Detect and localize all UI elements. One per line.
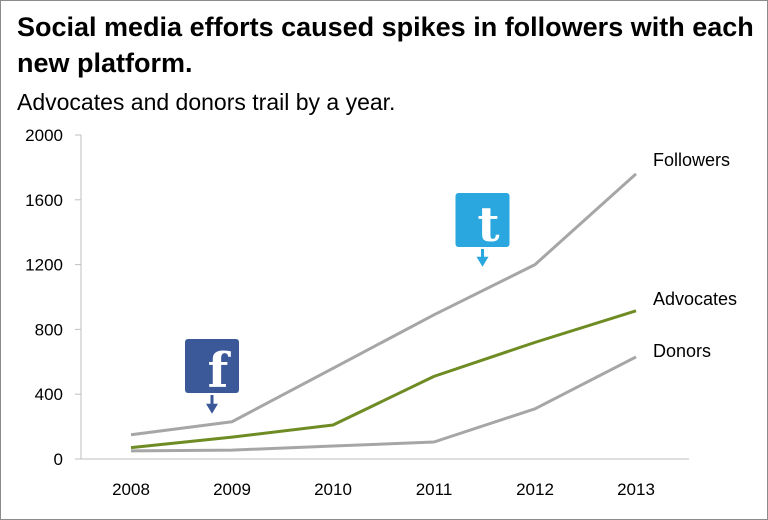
facebook-icon: f (185, 339, 239, 414)
series-label-advocates: Advocates (653, 289, 737, 309)
x-axis-ticks: 2008 2009 2010 2011 2012 2013 (112, 480, 655, 499)
y-tick-label: 1600 (25, 191, 63, 210)
x-tick-label: 2012 (516, 480, 554, 499)
platform-annotations: ft (185, 193, 510, 414)
tumblr-icon-glyph: t (477, 197, 499, 253)
series-line-followers (130, 172, 638, 437)
x-tick-label: 2010 (314, 480, 352, 499)
y-tick-label: 2000 (25, 126, 63, 145)
tumblr-icon-box (455, 193, 510, 247)
series-line-donors (130, 355, 637, 453)
y-tick-label: 800 (35, 320, 63, 339)
y-tick-label: 0 (54, 450, 63, 469)
tumblr-icon: t (455, 193, 510, 267)
facebook-icon-box (185, 339, 239, 393)
x-tick-label: 2009 (213, 480, 251, 499)
y-tick-label: 1200 (25, 256, 63, 275)
y-tick-label: 400 (35, 385, 63, 404)
x-tick-label: 2011 (416, 480, 453, 499)
facebook-icon-arrow-head (206, 403, 218, 414)
chart-title: Social media efforts caused spikes in fo… (17, 12, 754, 78)
facebook-icon-glyph: f (208, 343, 232, 399)
chart-subtitle: Advocates and donors trail by a year. (17, 89, 396, 115)
x-tick-label: 2013 (617, 480, 655, 499)
series-lines (130, 172, 638, 453)
series-line-advocates (130, 309, 637, 450)
series-labels: Followers Advocates Donors (653, 150, 737, 361)
series-label-followers: Followers (653, 150, 730, 170)
tumblr-icon-arrow-head (476, 256, 489, 267)
series-label-donors: Donors (653, 341, 711, 361)
x-tick-label: 2008 (112, 480, 150, 499)
y-axis-ticks: 0 400 800 1200 1600 2000 (25, 126, 81, 469)
